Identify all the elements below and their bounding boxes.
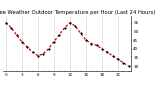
Title: Milwaukee Weather Outdoor Temperature per Hour (Last 24 Hours): Milwaukee Weather Outdoor Temperature pe… — [0, 10, 156, 15]
